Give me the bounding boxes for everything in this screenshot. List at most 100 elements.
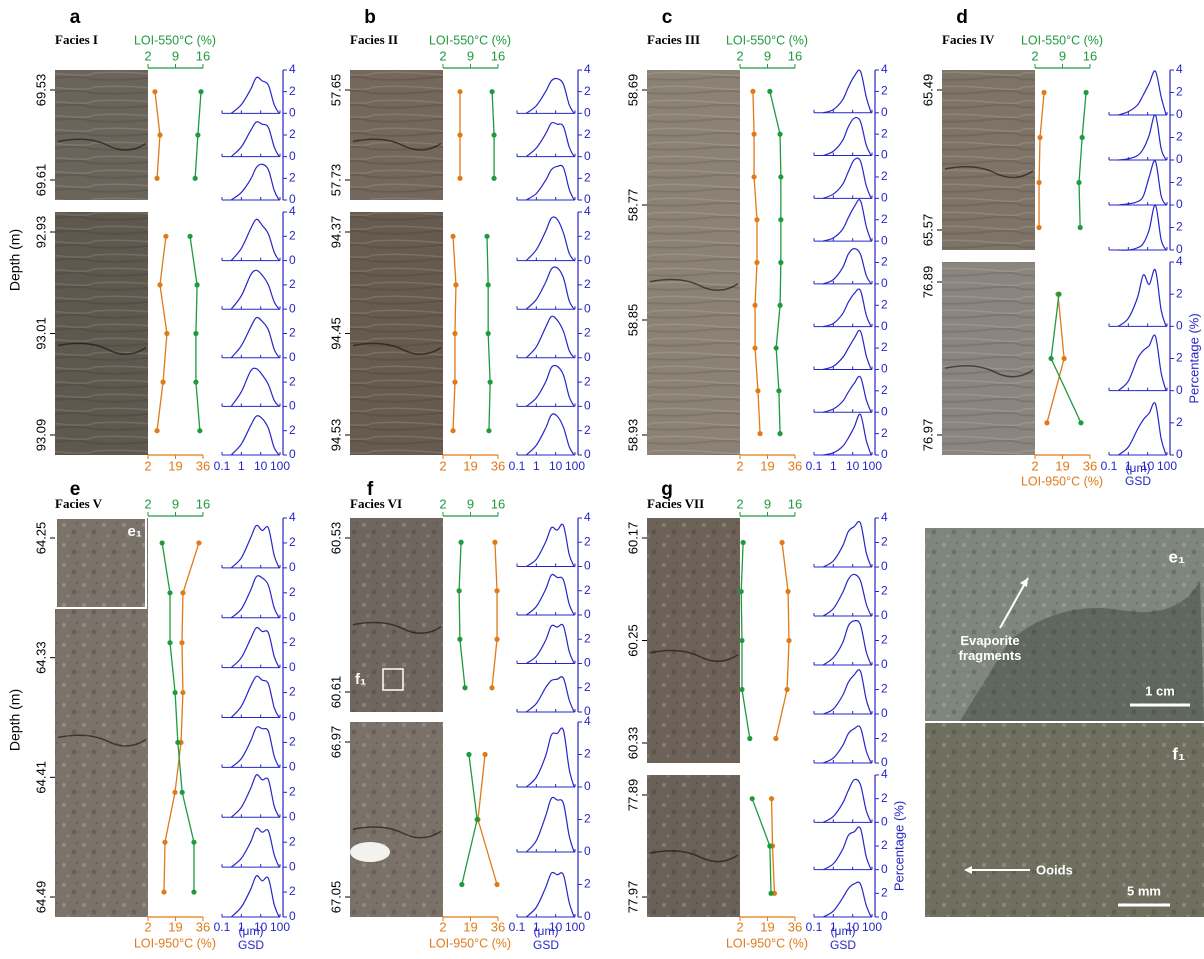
gsd-curve [823,158,871,198]
loi950-axis-label: LOI-950°C (%) [1021,474,1103,488]
core-texture [55,70,148,200]
loi550-point [486,331,491,336]
loi550-point [1076,180,1081,185]
depth-tick-label: 60.33 [625,727,640,760]
gsd-y-tick-label: 2 [584,631,591,645]
loi950-point [1036,180,1041,185]
loi950-point [457,132,462,137]
gsd-curve [823,882,871,917]
facies-label: Facies V [55,496,103,511]
loi950-point [157,282,162,287]
gsd-curve [231,525,279,568]
gsd-x-tick-label: 0.1 [806,459,823,473]
loi950-point [757,431,762,436]
loi950-tick-label: 36 [196,458,210,473]
loi950-point [751,174,756,179]
gsd-curve [526,217,574,261]
loi950-point [751,132,756,137]
gsd-y-tick-label: 2 [584,534,591,548]
loi950-point [1044,420,1049,425]
gsd-y-tick-label: 0 [289,350,296,364]
depth-tick-label: 65.49 [920,74,935,107]
loi550-point [1078,225,1083,230]
depth-tick-label: 69.61 [33,164,48,197]
gsd-curve [231,219,279,260]
gsd-y-tick-label: 0 [1176,197,1183,211]
loi550-point [778,217,783,222]
loi950-point [1037,135,1042,140]
depth-tick-label: 69.53 [33,74,48,107]
gsd-y-tick-label: 2 [881,297,888,311]
loi550-tick-label: 9 [172,48,179,63]
loi950-axis-label: LOI-950°C (%) [429,936,511,950]
depth-tick-label: 60.53 [328,522,343,555]
gsd-y-tick-label: 0 [289,710,296,724]
loi950-point [750,89,755,94]
panel-letter: c [662,7,673,28]
loi550-point [1080,135,1085,140]
gsd-curve [526,728,574,787]
depth-tick-label: 64.41 [33,761,48,794]
loi950-point [152,89,157,94]
gsd-y-tick-label: 4 [584,62,591,76]
loi950-point [160,380,165,385]
loi950-tick-label: 36 [491,919,505,934]
gsd-curve [1118,161,1166,205]
loi950-point [157,132,162,137]
inset-box-label: f₁ [355,671,366,688]
depth-tick-label: 77.89 [625,779,640,812]
loi550-tick-label: 16 [788,496,802,511]
gsd-y-tick-label: 0 [289,253,296,267]
gsd-y-tick-label: 2 [881,169,888,183]
panel-letter: b [364,7,376,28]
loi550-tick-label: 9 [1059,48,1066,63]
loi950-point [452,331,457,336]
gsd-y-tick-label: 0 [1176,447,1183,461]
gsd-y-tick-label: 0 [1176,319,1183,333]
loi550-point [175,740,180,745]
loi550-tick-label: 2 [1031,48,1038,63]
gsd-unit: (μm) [239,924,264,938]
gsd-y-tick-label: 2 [881,838,888,852]
loi950-point [786,638,791,643]
gsd-y-tick-label: 2 [289,84,296,98]
gsd-curve [823,200,871,241]
loi550-axis-label: LOI-550°C (%) [429,33,511,47]
gsd-y-tick-label: 4 [881,62,888,76]
gsd-y-tick-label: 0 [881,706,888,720]
loi550-point [1078,420,1083,425]
gsd-y-tick-label: 2 [881,340,888,354]
loi950-line [1039,93,1044,228]
depth-tick-label: 94.37 [328,216,343,249]
loi550-tick-label: 16 [788,48,802,63]
loi550-tick-label: 2 [736,496,743,511]
loi950-point [779,540,784,545]
gsd-y-tick-label: 0 [881,815,888,829]
gsd-curve [526,797,574,852]
loi950-point [452,380,457,385]
gsd-y-tick-label: 2 [584,812,591,826]
loi550-axis-label: LOI-550°C (%) [1021,33,1103,47]
gsd-x-tick-label: 100 [270,920,290,934]
loi550-point [1083,90,1088,95]
loi550-tick-label: 16 [491,496,505,511]
gsd-curve [823,376,871,412]
gsd-curve [526,872,574,917]
depth-tick-label: 77.97 [625,881,640,914]
gsd-curve [231,164,279,200]
core-texture [942,262,1035,455]
gsd-y-tick-label: 2 [584,277,591,291]
loi950-axis-label: LOI-950°C (%) [726,936,808,950]
gsd-curve [1118,403,1166,455]
loi550-tick-label: 2 [144,48,151,63]
gsd-y-tick-label: 2 [881,212,888,226]
percentage-axis-label: Percentage (%) [891,801,906,891]
depth-axis-label: Depth (m) [7,229,23,291]
gsd-x-tick-label: 1 [830,459,837,473]
gsd-curve [823,249,871,284]
loi950-tick-label: 2 [439,919,446,934]
loi550-point [462,685,467,690]
gsd-y-tick-label: 0 [881,909,888,923]
loi950-point [163,234,168,239]
gsd-y-tick-label: 4 [584,204,591,218]
